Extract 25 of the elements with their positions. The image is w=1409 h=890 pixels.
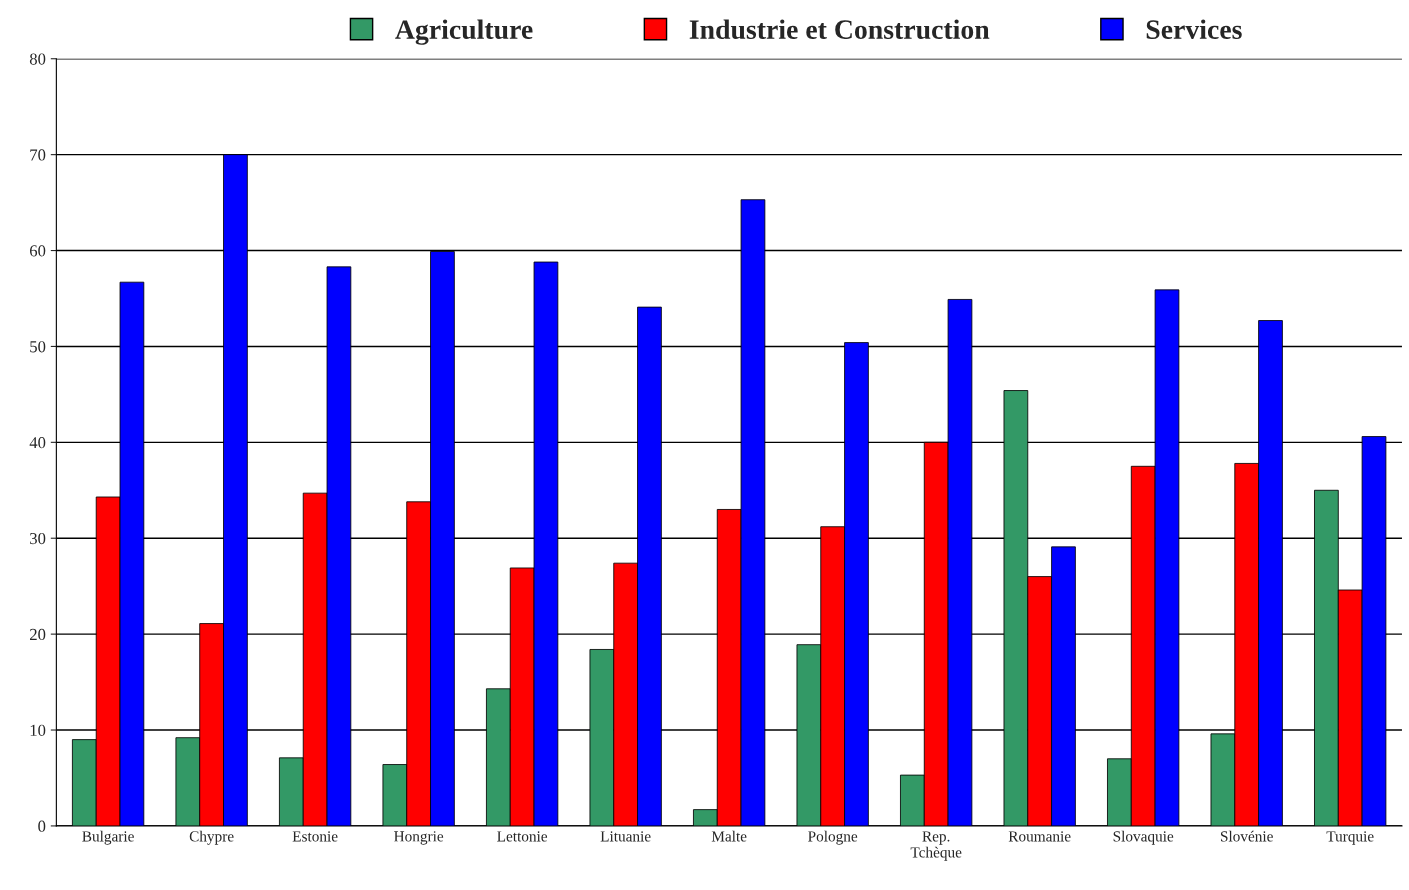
x-tick-label: Turquie: [1326, 831, 1374, 845]
x-tick-label: Malte: [711, 830, 747, 842]
x-tick-label: Lituanie: [600, 831, 651, 842]
legend-label: Industrie et Construction: [689, 19, 990, 40]
x-tick-label: Chypre: [189, 830, 234, 845]
y-tick-label: 80: [29, 53, 46, 65]
y-tick-label: 10: [30, 724, 46, 736]
legend-label: Agriculture: [395, 19, 533, 45]
x-tick-label: Hongrie: [394, 831, 444, 845]
y-tick-label: 30: [30, 532, 46, 545]
y-tick-label: 70: [30, 149, 46, 161]
y-tick-label: 40: [29, 437, 46, 449]
x-tick-label: Roumanie: [1008, 831, 1071, 842]
y-tick-label: 50: [30, 341, 46, 353]
y-tick-label: 60: [29, 245, 46, 257]
x-tick-label: Slovénie: [1220, 830, 1273, 842]
x-tick-label: Pologne: [808, 830, 858, 845]
x-tick-label: Rep. Tchèque: [910, 831, 962, 861]
x-tick-label: Slovaquie: [1113, 830, 1174, 845]
legend-label: Services: [1146, 19, 1242, 39]
y-tick-label: 0: [38, 820, 46, 832]
x-tick-label: Lettonie: [497, 831, 548, 842]
x-tick-label: Bulgarie: [82, 830, 134, 845]
y-tick-label: 20: [30, 628, 46, 641]
x-tick-label: Estonie: [292, 831, 338, 842]
